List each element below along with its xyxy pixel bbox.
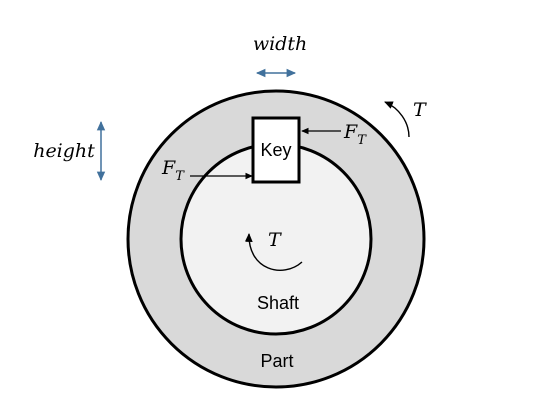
key-rect xyxy=(251,116,301,184)
force-label-left: FT xyxy=(161,157,185,184)
force-right-main: F xyxy=(343,121,358,143)
key-label: Key xyxy=(260,140,291,160)
force-right-sub: T xyxy=(357,133,367,148)
part-torque-arrow xyxy=(384,101,410,138)
shaft-torque-label: T xyxy=(268,229,282,251)
force-label-right: FT xyxy=(343,121,367,148)
height-label: height xyxy=(33,140,95,162)
force-left-main: F xyxy=(161,157,176,179)
width-label: width xyxy=(253,33,307,55)
part-label: Part xyxy=(260,351,293,371)
shaft-torque-arrow xyxy=(244,233,303,271)
force-left-sub: T xyxy=(175,169,185,184)
shaft-label: Shaft xyxy=(257,293,299,313)
part-torque-label: T xyxy=(413,99,427,121)
